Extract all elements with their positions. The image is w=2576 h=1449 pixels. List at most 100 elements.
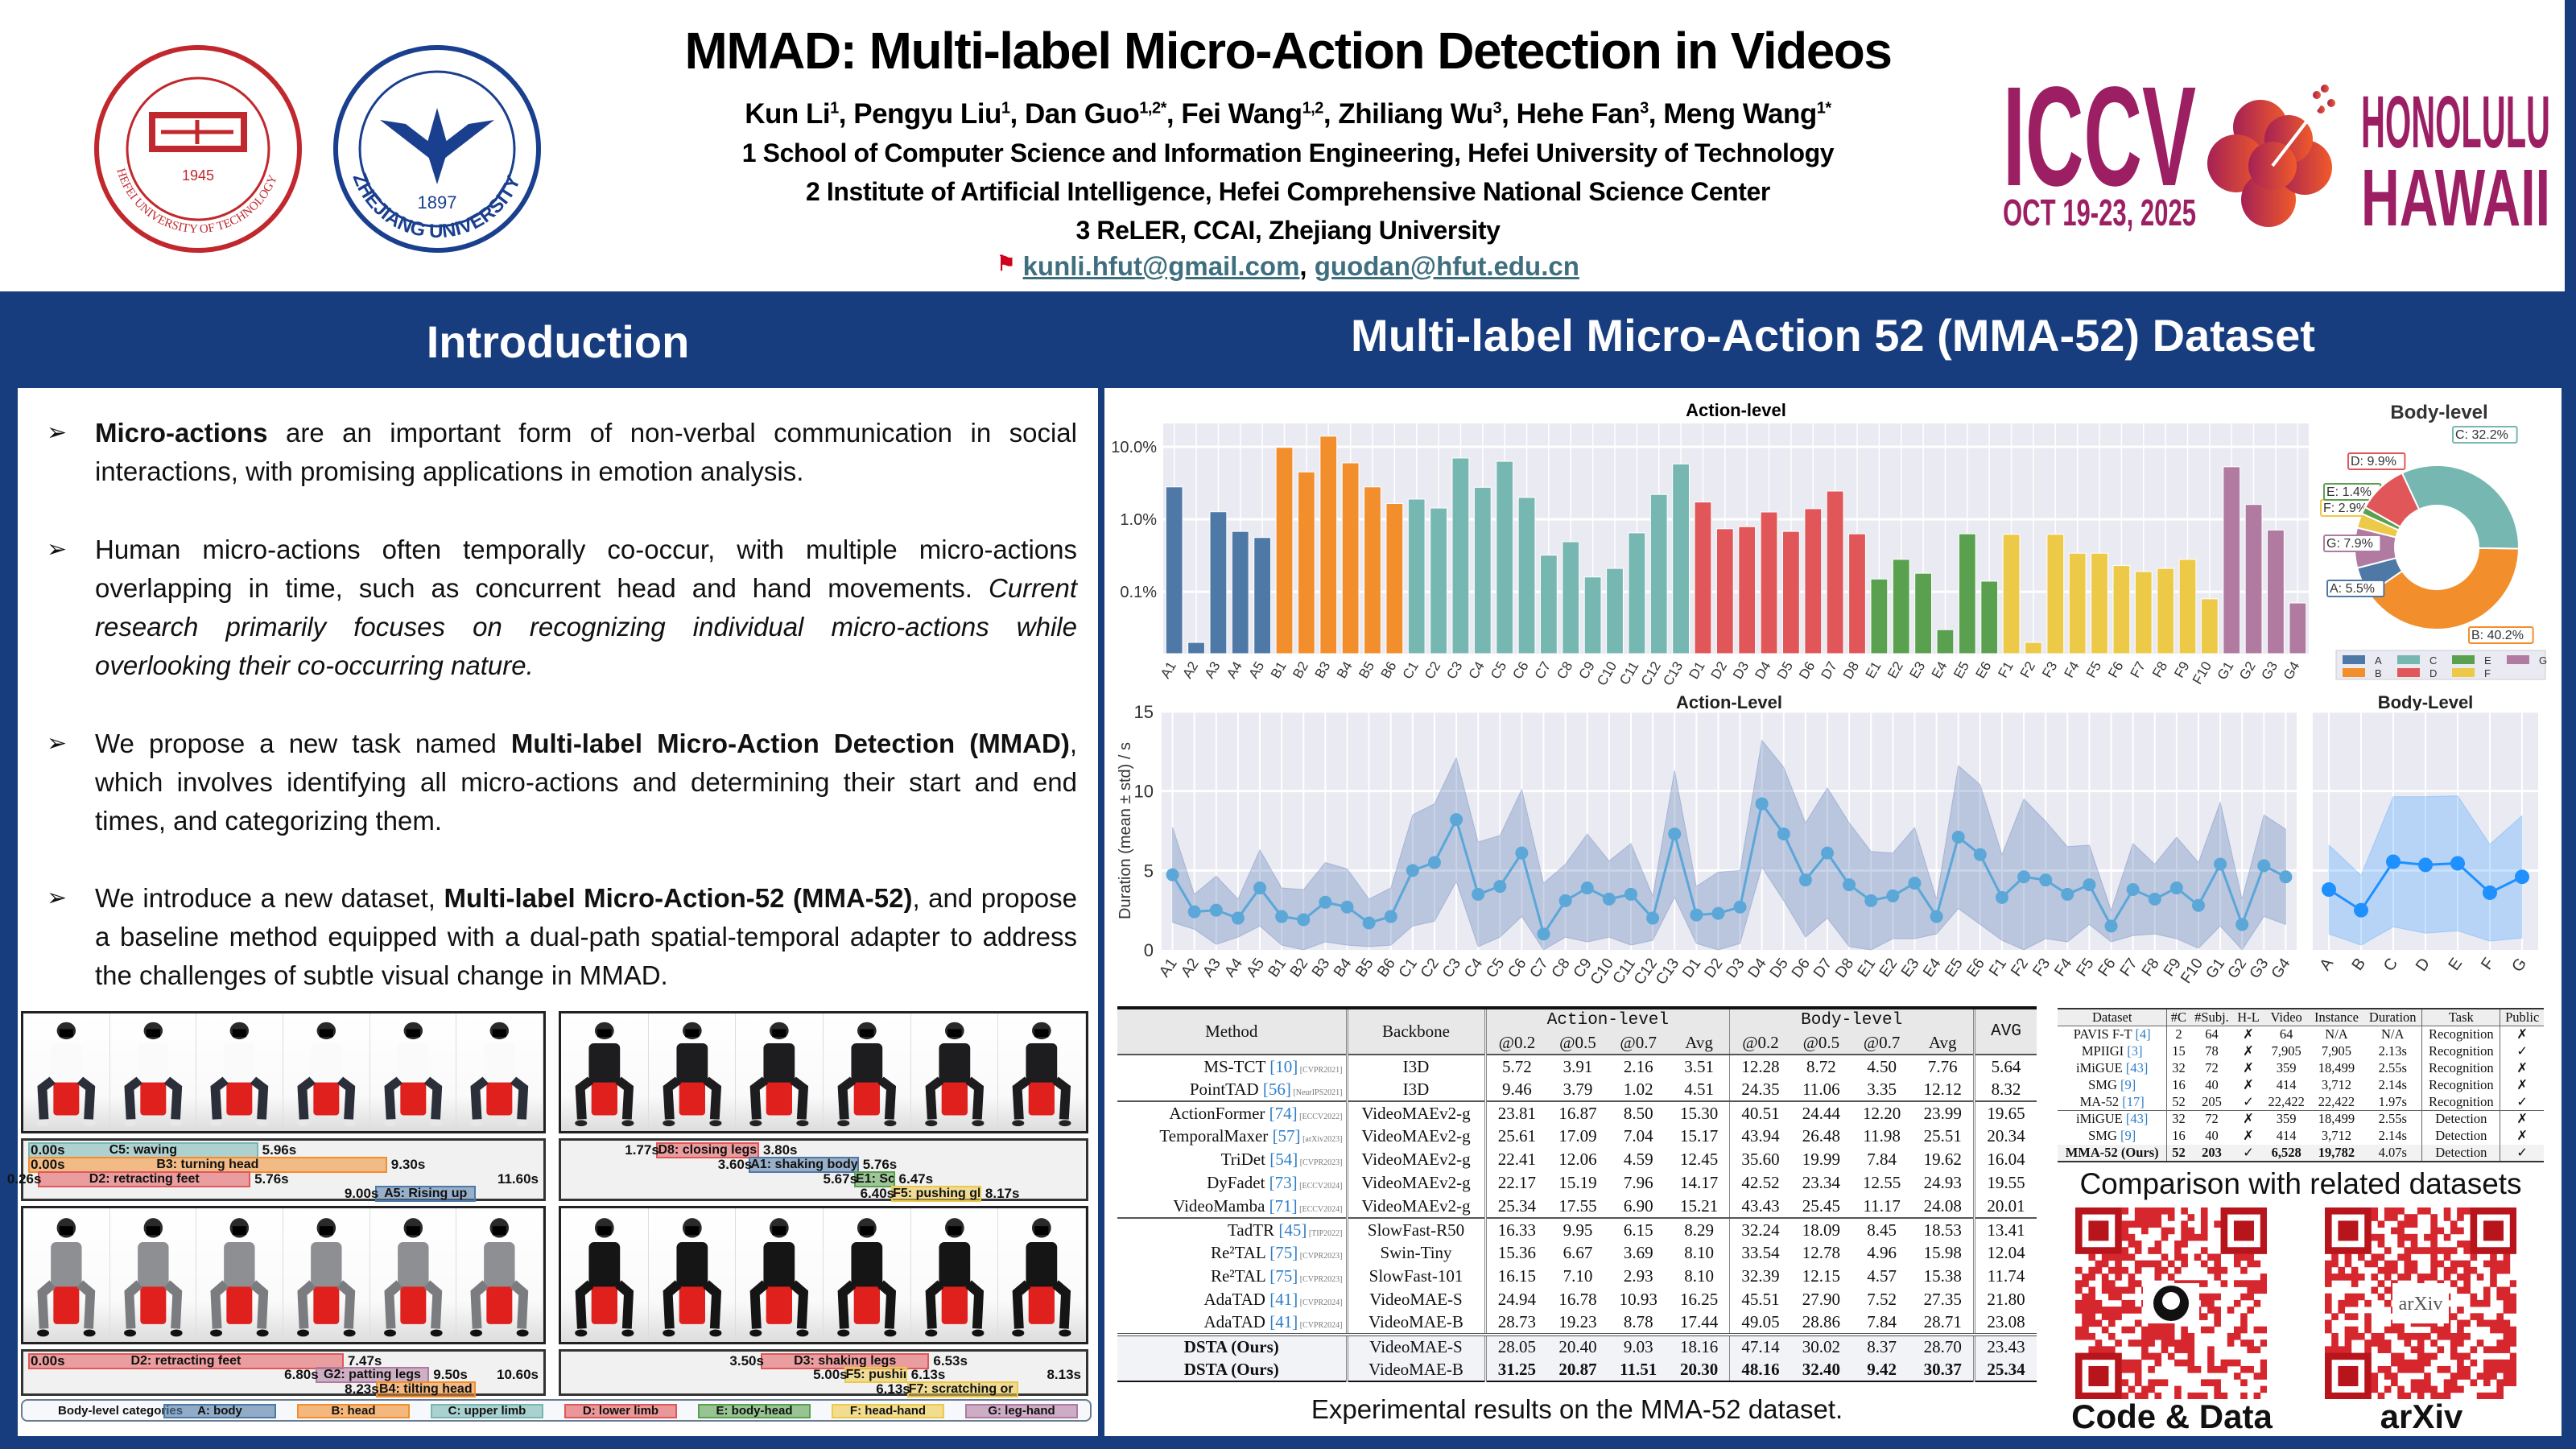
citation-link[interactable]: [73] xyxy=(1265,1173,1298,1192)
qr-module xyxy=(2470,1214,2478,1221)
score-cell: 11.98 xyxy=(1863,1126,1901,1146)
qr-module xyxy=(2134,1373,2142,1380)
qr-module xyxy=(2095,1307,2103,1314)
author-name: Pengyu Liu xyxy=(853,98,1001,130)
qr-module xyxy=(2115,1359,2122,1367)
video-frame xyxy=(561,1013,649,1131)
citation-link[interactable]: [41] xyxy=(1265,1312,1298,1331)
qr-module xyxy=(2227,1208,2235,1215)
arxiv-label[interactable]: arXiv xyxy=(2380,1397,2463,1435)
citation-link[interactable]: [9] xyxy=(2116,1077,2136,1092)
citation-link[interactable]: [10] xyxy=(1265,1056,1298,1076)
qr-module xyxy=(2338,1307,2346,1314)
dataset-cell: Recognition xyxy=(2421,1093,2501,1111)
citation-link[interactable]: [43] xyxy=(2122,1060,2149,1075)
citation-link[interactable]: [54] xyxy=(1265,1150,1298,1169)
citation-link[interactable]: [43] xyxy=(2122,1111,2149,1127)
mean-point-D7 xyxy=(1821,846,1835,860)
qr-module xyxy=(2404,1365,2412,1373)
table-row: MMA-52 (Ours) 52 203 ✓ 6,528 19,782 4.07s Detec… xyxy=(2058,1144,2544,1162)
qr-module xyxy=(2450,1379,2458,1386)
x-tick-label: C6 xyxy=(1505,956,1530,981)
face-mask xyxy=(233,1029,247,1038)
code-data-label[interactable]: Code & Data xyxy=(2071,1397,2273,1435)
qr-module xyxy=(2391,1373,2398,1380)
code-qr-code[interactable] xyxy=(2075,1208,2267,1399)
qr-module xyxy=(2220,1280,2228,1287)
qr-module xyxy=(2404,1247,2412,1254)
qr-module xyxy=(2503,1307,2511,1314)
citation-link[interactable]: [17] xyxy=(2119,1093,2145,1109)
chart-title: Action-level xyxy=(1686,400,1786,420)
end-time: 3.80s xyxy=(762,1142,798,1158)
qr-module xyxy=(2358,1253,2365,1261)
citation-link[interactable]: [74] xyxy=(1265,1103,1298,1123)
qr-module xyxy=(2496,1326,2504,1334)
citation-link[interactable]: [71] xyxy=(1265,1195,1298,1216)
qr-module xyxy=(2181,1253,2188,1261)
author-separator: , xyxy=(1166,98,1182,130)
qr-module xyxy=(2240,1253,2248,1261)
qr-module xyxy=(2503,1286,2511,1294)
qr-module xyxy=(2509,1365,2516,1373)
qr-module xyxy=(2457,1241,2464,1248)
qr-module xyxy=(2240,1392,2248,1399)
venue-tag: [CVPR2023] xyxy=(1298,1252,1343,1261)
dataset-cell: ✗ xyxy=(2243,1043,2254,1059)
x-tick-label: B4 xyxy=(1331,955,1356,980)
qr-module xyxy=(2101,1274,2109,1281)
qr-module xyxy=(2174,1392,2182,1399)
video-frame xyxy=(196,1013,284,1131)
arxiv-qr-code[interactable]: arXiv xyxy=(2325,1208,2516,1399)
qr-module xyxy=(2075,1307,2083,1314)
qr-module xyxy=(2364,1214,2372,1221)
qr-module xyxy=(2424,1352,2431,1360)
citation-link[interactable]: [9] xyxy=(2116,1128,2136,1143)
qr-module xyxy=(2325,1326,2332,1334)
qr-module xyxy=(2509,1220,2516,1228)
qr-module xyxy=(2161,1379,2169,1386)
score-cell: 8.78 xyxy=(1623,1312,1653,1331)
email-link-2[interactable]: guodan@hfut.edu.cn xyxy=(1314,251,1579,281)
dataset-cell: ✗ xyxy=(2516,1128,2529,1143)
qr-module xyxy=(2325,1247,2332,1254)
citation-link[interactable]: [41] xyxy=(1265,1290,1298,1309)
backbone-cell: VideoMAEv2-g xyxy=(1347,1148,1487,1171)
qr-module xyxy=(2404,1340,2412,1347)
qr-module xyxy=(2410,1365,2418,1373)
qr-module xyxy=(2463,1241,2471,1248)
dataset-cell: 32 xyxy=(2172,1111,2186,1127)
start-time: 0.26s xyxy=(6,1171,42,1187)
citation-link[interactable]: [4] xyxy=(2132,1026,2151,1042)
person-figure xyxy=(470,1022,529,1127)
qr-module xyxy=(2121,1233,2129,1241)
citation-link[interactable]: [75] xyxy=(1265,1266,1298,1286)
table-row: TemporalMaxer [57] [arXiv2023] VideoMAEv2… xyxy=(1117,1125,2037,1148)
author-affiliation-mark: 1 xyxy=(830,99,839,118)
email-link-1[interactable]: kunli.hfut@gmail.com xyxy=(1022,251,1300,281)
qr-module xyxy=(2181,1208,2188,1215)
citation-link[interactable]: [57] xyxy=(1268,1126,1301,1146)
dataset-cell: 205 xyxy=(2202,1093,2222,1109)
qr-module xyxy=(2220,1266,2228,1274)
qr-module xyxy=(2075,1220,2083,1228)
qr-module xyxy=(2095,1233,2103,1241)
citation-link[interactable]: [45] xyxy=(1274,1220,1307,1240)
citation-link[interactable]: [56] xyxy=(1258,1079,1291,1099)
action-label: F7: scratching or touching forehead xyxy=(908,1381,1017,1396)
bar-G1 xyxy=(2223,466,2241,654)
author-name: Meng Wang xyxy=(1663,98,1817,130)
citation-link[interactable]: [3] xyxy=(2124,1043,2143,1059)
x-tick-label: A1 xyxy=(1156,956,1181,980)
action-segment: F7: scratching or touching forehead xyxy=(906,1381,1018,1397)
qr-module xyxy=(2509,1299,2516,1307)
qr-module xyxy=(2509,1233,2516,1241)
bar-C4 xyxy=(1473,486,1492,654)
score-cell: 24.35 xyxy=(1741,1079,1780,1099)
column-header: @0.5 xyxy=(1559,1032,1596,1052)
citation-link[interactable]: [75] xyxy=(1265,1243,1298,1262)
score-cell: 6.90 xyxy=(1623,1195,1653,1216)
dataset-cell: 22,422 xyxy=(2318,1093,2355,1109)
score-cell: 6.15 xyxy=(1623,1220,1653,1240)
person-figure xyxy=(297,1022,356,1127)
